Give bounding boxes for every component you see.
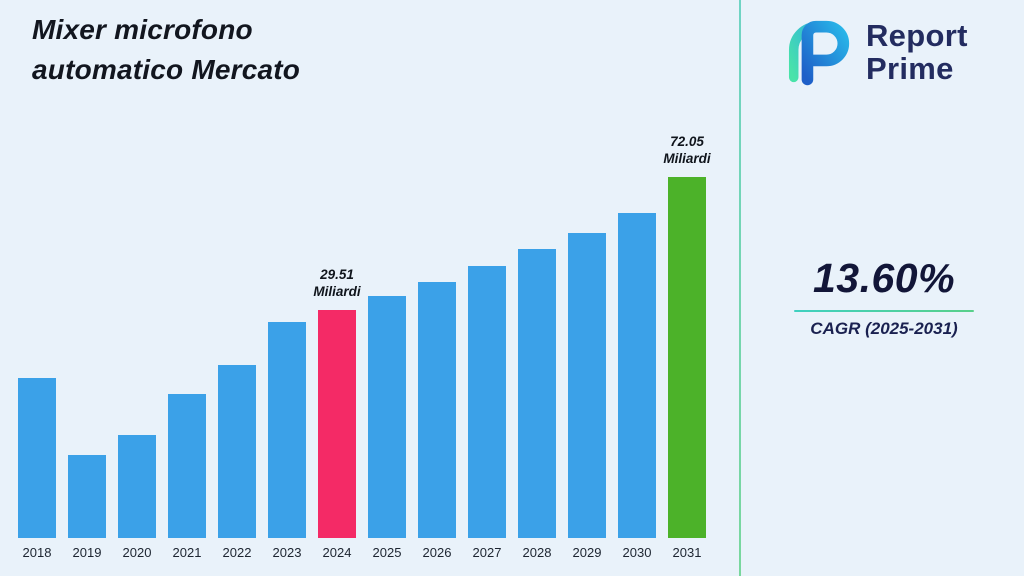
bar-column-2019: 2019 (68, 138, 106, 560)
bar-2018 (18, 378, 56, 538)
x-tick-2022: 2022 (222, 545, 252, 560)
bar-column-2020: 2020 (118, 138, 156, 560)
bar-2029 (568, 233, 606, 538)
x-tick-2028: 2028 (522, 545, 552, 560)
bar-column-2026: 2026 (418, 138, 456, 560)
x-tick-2029: 2029 (572, 545, 602, 560)
bar-column-2022: 2022 (218, 138, 256, 560)
bar-annotation-2031: 72.05 Miliardi (663, 133, 711, 167)
cagr-block: 13.60% CAGR (2025-2031) (772, 255, 996, 339)
bar-column-2029: 2029 (568, 138, 606, 560)
bar-2024 (318, 310, 356, 538)
bar-column-2025: 2025 (368, 138, 406, 560)
x-tick-2030: 2030 (622, 545, 652, 560)
report-prime-logo: Report Prime (780, 14, 968, 90)
bar-column-2021: 2021 (168, 138, 206, 560)
bar-column-2031: 72.05 Miliardi 2031 (663, 134, 710, 560)
bar-column-2018: 2018 (18, 138, 56, 560)
bar-column-2030: 2030 (618, 138, 656, 560)
bar-2025 (368, 296, 406, 538)
cagr-value: 13.60% (812, 255, 956, 301)
logo-text-report: Report (866, 18, 968, 53)
bar-annotation-2024: 29.51 Miliardi (313, 266, 361, 300)
logo-wordmark: Report Prime (866, 19, 968, 85)
bar-2026 (418, 282, 456, 538)
chart-title-line2: automatico Mercato (32, 54, 301, 85)
chart-title-line1: Mixer microfono (32, 14, 253, 45)
bar-2020 (118, 435, 156, 538)
bar-2021 (168, 394, 206, 538)
bar-column-2028: 2028 (518, 138, 556, 560)
vertical-divider (739, 0, 741, 576)
bar-2019 (68, 455, 106, 538)
x-tick-2026: 2026 (422, 545, 452, 560)
x-tick-2018: 2018 (22, 545, 52, 560)
report-prime-logo-icon (788, 20, 850, 86)
bar-2030 (618, 213, 656, 538)
x-tick-2027: 2027 (472, 545, 502, 560)
bar-column-2024: 29.51 Miliardi 2024 (313, 138, 360, 560)
x-tick-2021: 2021 (172, 545, 202, 560)
bar-2028 (518, 249, 556, 538)
bar-chart: 2018 2019 2020 2021 2022 2023 29.51 Miliardi 202… (18, 134, 712, 560)
bar-2027 (468, 266, 506, 538)
x-tick-2024: 2024 (322, 545, 352, 560)
cagr-label: CAGR (2025-2031) (810, 319, 958, 338)
bar-2031 (668, 177, 706, 538)
bar-2023 (268, 322, 306, 538)
x-tick-2019: 2019 (72, 545, 102, 560)
cagr-underline (794, 310, 974, 312)
chart-title: Mixer microfono automatico Mercato (32, 10, 300, 90)
x-tick-2025: 2025 (372, 545, 402, 560)
logo-text-prime: Prime (866, 51, 954, 86)
bar-2022 (218, 365, 256, 538)
x-tick-2023: 2023 (272, 545, 302, 560)
x-tick-2020: 2020 (122, 545, 152, 560)
x-tick-2031: 2031 (672, 545, 702, 560)
bar-column-2023: 2023 (268, 138, 306, 560)
bar-column-2027: 2027 (468, 138, 506, 560)
